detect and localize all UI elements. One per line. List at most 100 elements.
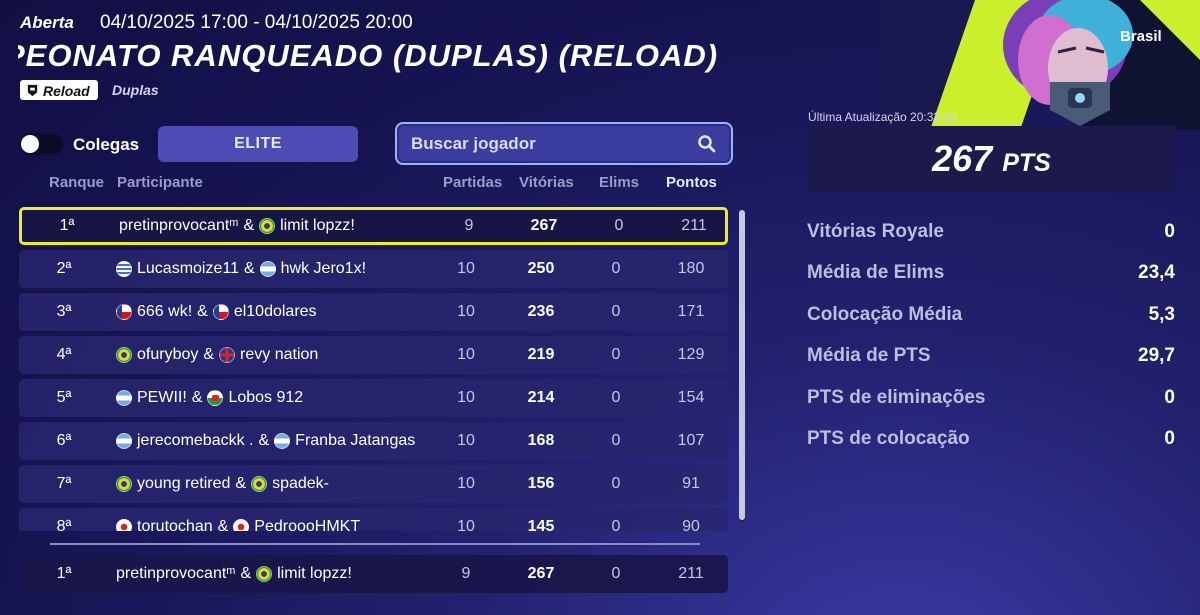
stat-label: Média de Elims <box>807 262 945 283</box>
tab-elite[interactable]: ELITE <box>158 126 358 162</box>
player-two: limit lopzz! <box>277 565 352 582</box>
stat-value: 0 <box>1164 387 1175 408</box>
row-wins: 156 <box>527 475 555 492</box>
player-one: torutochan <box>137 518 213 531</box>
stat-label: Colocação Média <box>807 304 963 325</box>
row-participants: jerecomebackk . & Franba Jatangas <box>116 422 446 460</box>
row-points: 107 <box>677 432 705 449</box>
flag-brazil-icon <box>251 476 268 492</box>
flag-czechia-icon <box>212 304 229 320</box>
player-one: ofuryboy <box>137 346 199 363</box>
row-participants: torutochan & PedroooHMKT <box>116 508 446 531</box>
row-rank: 8ª <box>56 518 72 531</box>
row-wins: 236 <box>527 303 555 320</box>
row-points: 91 <box>682 475 700 492</box>
flag-brazil-icon <box>116 347 132 363</box>
mode-subtitle: Duplas <box>112 82 159 98</box>
player-one: 666 wk! <box>137 303 193 320</box>
row-points: 129 <box>677 346 705 363</box>
row-points: 90 <box>682 518 700 531</box>
col-rank-header: Ranque <box>49 174 105 191</box>
row-rank: 1ª <box>59 217 75 234</box>
stat-label: Média de PTS <box>807 345 931 366</box>
flag-japan-icon <box>233 519 250 531</box>
table-row[interactable]: 2ª Lucasmoize11 & hwk Jero1x! 10 250 0 1… <box>19 250 728 288</box>
reload-icon <box>27 84 38 97</box>
stat-value: 0 <box>1164 428 1175 449</box>
row-participants: ofuryboy & revy nation <box>116 336 446 374</box>
search-input[interactable]: Buscar jogador <box>395 122 733 165</box>
table-row[interactable]: 7ª young retired & spadek- 10 156 0 91 <box>19 465 728 503</box>
table-row[interactable]: 6ª jerecomebackk . & Franba Jatangas 10 … <box>19 422 728 460</box>
table-row[interactable]: 1ª pretinprovocantᵐ & limit lopzz! 9 267… <box>19 207 728 245</box>
stat-label: Vitórias Royale <box>807 221 944 242</box>
region-label: Brasil <box>1120 28 1162 45</box>
page-title-text: PEONATO RANQUEADO (DUPLAS) (RELOAD) <box>18 38 719 73</box>
flag-argentina-icon <box>116 390 132 406</box>
player-one: PEWII! <box>137 389 187 406</box>
last-update: Última Atualização 20:33:38 <box>808 110 957 124</box>
col-wins-header: Vitórias <box>519 174 574 191</box>
table-row[interactable]: 5ª PEWII! & Lobos 912 10 214 0 154 <box>19 379 728 417</box>
player-two: limit lopzz! <box>280 217 355 234</box>
flag-argentina-icon <box>116 433 132 449</box>
table-row[interactable]: 4ª ofuryboy & revy nation 10 219 0 129 <box>19 336 728 374</box>
row-elims: 0 <box>611 303 621 320</box>
col-participant-header: Participante <box>117 174 203 191</box>
row-rank: 6ª <box>56 432 72 449</box>
flag-uruguay-icon <box>116 261 132 277</box>
row-points: 211 <box>681 217 707 234</box>
event-dates: 04/10/2025 17:00 - 04/10/2025 20:00 <box>100 12 413 33</box>
player-one: Lucasmoize11 <box>137 260 239 277</box>
status-label: Aberta <box>20 13 74 32</box>
score-unit: PTS <box>1002 148 1051 177</box>
search-placeholder: Buscar jogador <box>411 133 536 153</box>
search-icon[interactable] <box>697 134 717 154</box>
row-participants: young retired & spadek- <box>116 465 446 503</box>
row-elims: 0 <box>611 518 621 531</box>
row-elims: 0 <box>611 389 621 406</box>
character-art-image <box>880 0 1200 130</box>
row-matches: 10 <box>457 475 475 492</box>
table-row[interactable]: 8ª torutochan & PedroooHMKT 10 145 0 90 <box>19 508 728 531</box>
row-rank: 4ª <box>56 346 72 363</box>
player-one: young retired <box>137 475 231 492</box>
row-points: 154 <box>677 389 705 406</box>
row-elims: 0 <box>611 260 621 277</box>
player-one: pretinprovocantᵐ <box>116 565 236 582</box>
table-row[interactable]: 3ª 666 wk! & el10dolares 10 236 0 171 <box>19 293 728 331</box>
flag-brazil-icon <box>259 218 276 234</box>
mode-badge-label: Reload <box>43 82 90 99</box>
player-two: hwk Jero1x! <box>280 260 367 277</box>
leaderboard-list[interactable]: 1ª pretinprovocantᵐ & limit lopzz! 9 267… <box>19 207 729 531</box>
row-matches: 10 <box>457 260 475 277</box>
row-points: 211 <box>678 565 704 582</box>
row-matches: 10 <box>457 389 475 406</box>
page-title: PEONATO RANQUEADO (DUPLAS) (RELOAD) <box>18 38 818 74</box>
flag-argentina-icon <box>259 261 276 277</box>
player-two: Franba Jatangas <box>295 432 416 449</box>
player-two: PedroooHMKT <box>254 518 361 531</box>
stat-value: 29,7 <box>1138 345 1175 366</box>
row-matches: 10 <box>457 303 475 320</box>
row-participants: 666 wk! & el10dolares <box>116 293 446 331</box>
my-team-row[interactable]: 1ª pretinprovocantᵐ & limit lopzz! 9 267… <box>19 555 728 593</box>
row-points: 171 <box>677 303 705 320</box>
teammates-toggle[interactable] <box>19 133 63 155</box>
row-elims: 0 <box>614 217 624 234</box>
row-matches: 9 <box>461 565 471 582</box>
row-elims: 0 <box>611 475 621 492</box>
scrollbar-thumb[interactable] <box>739 210 745 520</box>
player-two: el10dolares <box>233 303 317 320</box>
player-two: revy nation <box>240 346 319 363</box>
row-rank: 2ª <box>56 260 72 277</box>
player-two: Lobos 912 <box>228 389 304 406</box>
score-box: 267 PTS <box>807 126 1176 192</box>
stat-label: PTS de eliminações <box>807 387 986 408</box>
row-matches: 10 <box>457 518 475 531</box>
teammates-toggle-label: Colegas <box>73 135 140 154</box>
col-matches-header: Partidas <box>443 174 503 191</box>
row-elims: 0 <box>611 565 621 582</box>
stat-value: 0 <box>1164 221 1175 242</box>
flag-wales-icon <box>207 390 224 406</box>
